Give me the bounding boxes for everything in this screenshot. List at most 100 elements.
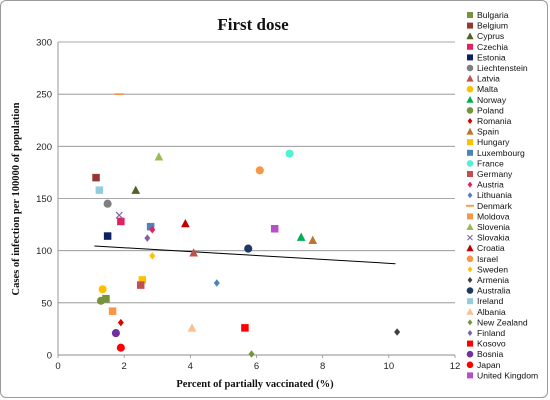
y-tick-label: 50	[41, 298, 52, 309]
tick-labels: 0 50 100 150 200 250 300 0 2 4 6 8 10 12	[36, 38, 460, 373]
legend-marker-romania	[467, 118, 473, 124]
point-israel	[255, 166, 264, 175]
legend: BulgariaBelgiumCyprusCzechiaEstoniaLiech…	[466, 10, 538, 380]
legend-label-denmark: Denmark	[477, 201, 513, 211]
point-moldova	[108, 307, 117, 315]
legend-marker-lithuania	[467, 192, 473, 199]
point-malta	[98, 285, 107, 294]
point-kosovo	[241, 324, 249, 332]
legend-label-moldova: Moldova	[477, 211, 510, 221]
legend-label-belgium: Belgium	[477, 21, 508, 31]
point-australia	[244, 244, 253, 253]
legend-label-malta: Malta	[477, 84, 498, 94]
legend-label-germany: Germany	[477, 169, 513, 179]
point-albania	[187, 323, 197, 332]
point-finland	[144, 234, 151, 242]
legend-label-united-kingdom: United Kingdom	[477, 370, 538, 380]
point-czechia	[117, 217, 125, 226]
legend-marker-estonia	[467, 54, 473, 61]
trendline	[94, 245, 396, 265]
legend-label-spain: Spain	[477, 127, 499, 137]
legend-label-finland: Finland	[477, 328, 505, 338]
point-liechtenstein	[103, 199, 112, 208]
point-new-zealand	[248, 350, 255, 358]
x-axis-title: Percent of partially vaccinated (%)	[176, 379, 334, 390]
point-romania	[117, 318, 124, 327]
legend-marker-armenia	[467, 277, 473, 283]
point-croatia	[181, 218, 190, 228]
legend-marker-bosnia	[466, 350, 474, 358]
point-united-kingdom	[270, 225, 279, 233]
x-tick-label: 2	[122, 361, 127, 372]
point-japan	[116, 343, 125, 352]
x-tick-label: 6	[254, 361, 259, 372]
point-norway	[296, 232, 306, 241]
legend-marker-slovakia	[467, 234, 473, 241]
legend-marker-new-zealand	[467, 319, 473, 326]
legend-label-latvia: Latvia	[477, 74, 500, 84]
legend-label-ireland: Ireland	[477, 296, 503, 306]
legend-marker-norway	[466, 96, 474, 103]
legend-label-cyprus: Cyprus	[477, 31, 504, 41]
axes	[57, 42, 456, 358]
legend-marker-finland	[467, 330, 473, 336]
legend-label-france: France	[477, 158, 504, 168]
y-tick-label: 150	[36, 194, 52, 205]
point-cyprus	[131, 185, 141, 194]
legend-label-liechtenstein: Liechtenstein	[477, 63, 528, 73]
legend-marker-malta	[466, 85, 474, 93]
x-tick-label: 8	[320, 361, 325, 372]
legend-marker-kosovo	[467, 340, 473, 347]
legend-marker-austria	[467, 181, 473, 188]
point-hungary	[138, 276, 147, 284]
point-bosnia	[111, 329, 120, 338]
legend-marker-france	[466, 160, 474, 167]
legend-marker-japan	[466, 361, 474, 369]
data-points	[92, 93, 401, 358]
point-ireland	[95, 186, 104, 194]
point-slovenia	[154, 152, 164, 161]
point-bulgaria	[102, 294, 110, 303]
legend-marker-latvia	[466, 74, 474, 82]
point-lithuania	[213, 279, 220, 287]
legend-label-bosnia: Bosnia	[477, 349, 503, 359]
legend-marker-spain	[466, 127, 474, 135]
x-tick-label: 0	[55, 361, 60, 372]
legend-marker-bulgaria	[467, 12, 473, 18]
legend-label-new-zealand: New Zealand	[477, 317, 528, 327]
legend-label-hungary: Hungary	[477, 137, 510, 147]
legend-marker-cyprus	[466, 32, 474, 40]
legend-marker-israel	[466, 255, 474, 263]
legend-label-austria: Austria	[477, 180, 504, 190]
legend-marker-belgium	[467, 22, 473, 29]
legend-label-australia: Australia	[477, 286, 511, 296]
x-tick-label: 12	[450, 361, 461, 372]
legend-label-estonia: Estonia	[477, 52, 506, 62]
legend-label-romania: Romania	[477, 116, 512, 126]
legend-marker-slovenia	[466, 223, 474, 230]
legend-marker-hungary	[467, 139, 473, 146]
legend-marker-albania	[466, 308, 474, 315]
y-tick-label: 250	[36, 90, 52, 101]
point-estonia	[103, 232, 112, 240]
point-luxembourg	[146, 222, 155, 231]
point-germany	[136, 281, 145, 289]
legend-label-kosovo: Kosovo	[477, 339, 506, 349]
point-slovakia-stroke-b	[115, 211, 123, 219]
legend-label-slovakia: Slovakia	[477, 233, 510, 243]
y-tick-label: 200	[36, 142, 52, 153]
x-tick-label: 4	[188, 361, 193, 372]
legend-marker-moldova	[467, 213, 473, 220]
x-tick-label: 10	[384, 361, 395, 372]
chart-title: First dose	[217, 15, 289, 34]
y-tick-label: 100	[36, 246, 52, 257]
legend-label-armenia: Armenia	[477, 275, 509, 285]
point-spain	[308, 235, 318, 244]
point-slovakia	[115, 211, 123, 219]
legend-label-slovenia: Slovenia	[477, 222, 510, 232]
legend-marker-germany	[467, 171, 473, 177]
legend-label-bulgaria: Bulgaria	[477, 10, 509, 20]
legend-marker-sweden	[467, 266, 473, 273]
